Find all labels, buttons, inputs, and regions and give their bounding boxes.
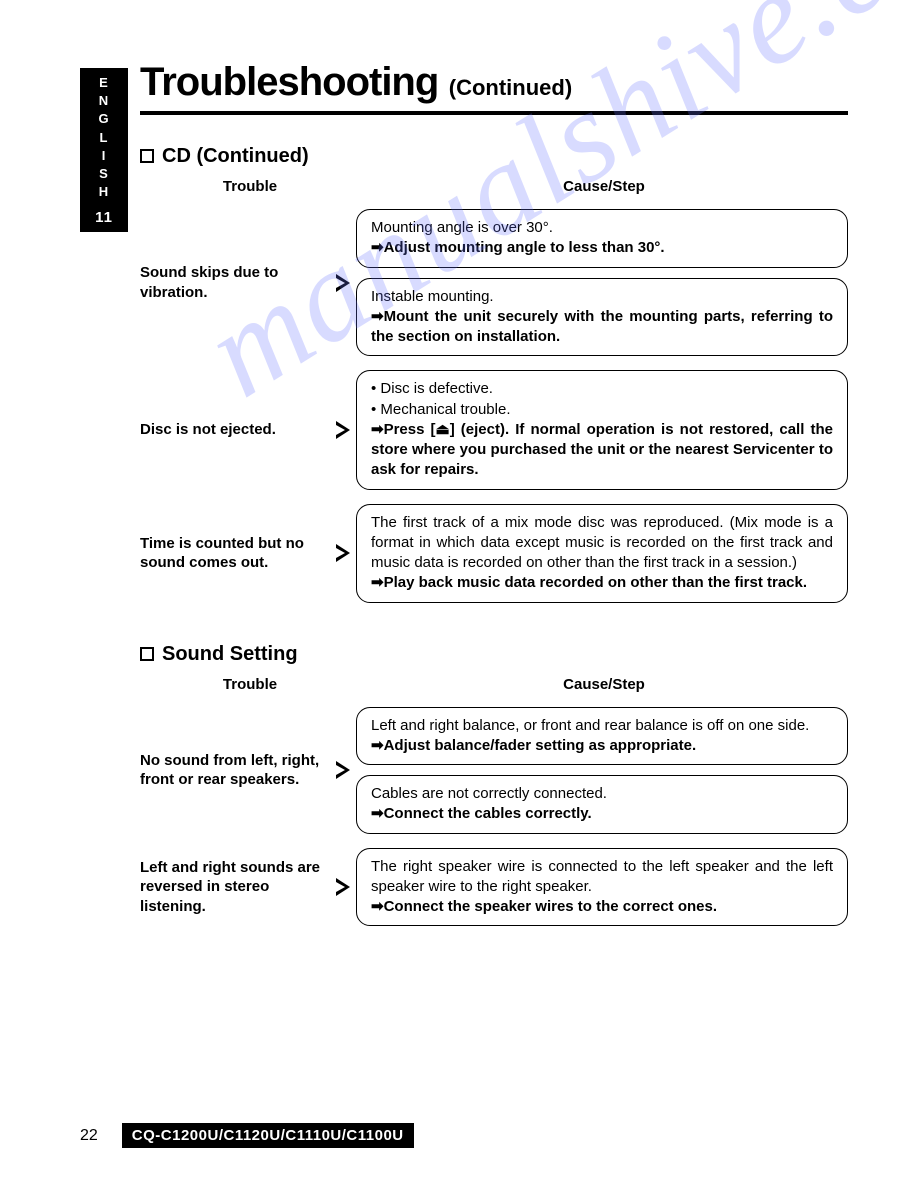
cause-text: Cables are not correctly connected. (371, 784, 833, 804)
section-heading-cd: CD (Continued) (140, 145, 848, 168)
step-text: ➡Connect the cables correctly. (371, 804, 833, 824)
trouble-text: Disc is not ejected. (140, 420, 330, 440)
cause-box: Left and right balance, or front and rea… (356, 707, 848, 766)
cause-column: Left and right balance, or front and rea… (356, 707, 848, 834)
column-headers: Trouble Cause/Step (140, 178, 848, 195)
header-cause: Cause/Step (360, 676, 848, 693)
page-title: Troubleshooting (140, 60, 438, 104)
page-subtitle: (Continued) (449, 75, 572, 100)
cause-box: Mounting angle is over 30°. ➡Adjust moun… (356, 209, 848, 268)
cause-box: Cables are not correctly connected. ➡Con… (356, 775, 848, 834)
step-text: ➡Adjust mounting angle to less than 30°. (371, 238, 833, 258)
cause-box: The first track of a mix mode disc was r… (356, 504, 848, 603)
arrow-icon (330, 542, 356, 564)
step-text: ➡Press [⏏] (eject). If normal operation … (371, 420, 833, 481)
cause-column: The first track of a mix mode disc was r… (356, 504, 848, 603)
page-footer: 22 CQ-C1200U/C1120U/C1110U/C1100U (80, 1123, 414, 1148)
cause-column: Mounting angle is over 30°. ➡Adjust moun… (356, 209, 848, 356)
header-trouble: Trouble (140, 178, 360, 195)
bullet-text: • Disc is defective. (371, 379, 833, 399)
cause-text: Left and right balance, or front and rea… (371, 716, 833, 736)
step-text: ➡Adjust balance/fader setting as appropr… (371, 736, 833, 756)
trouble-text: Time is counted but no sound comes out. (140, 534, 330, 573)
trouble-row: No sound from left, right, front or rear… (140, 707, 848, 834)
bullet-text: • Mechanical trouble. (371, 400, 833, 420)
trouble-row: Left and right sounds are reversed in st… (140, 848, 848, 927)
cause-column: The right speaker wire is connected to t… (356, 848, 848, 927)
page-number: 22 (80, 1127, 98, 1145)
trouble-row: Sound skips due to vibration. Mounting a… (140, 209, 848, 356)
header-cause: Cause/Step (360, 178, 848, 195)
trouble-text: Sound skips due to vibration. (140, 263, 330, 302)
trouble-text: No sound from left, right, front or rear… (140, 751, 330, 790)
step-text: ➡Play back music data recorded on other … (371, 573, 833, 593)
checkbox-icon (140, 647, 154, 661)
arrow-icon (330, 419, 356, 441)
step-text: ➡Connect the speaker wires to the correc… (371, 897, 833, 917)
cause-box: The right speaker wire is connected to t… (356, 848, 848, 927)
cause-text: The first track of a mix mode disc was r… (371, 513, 833, 574)
cause-text: Mounting angle is over 30°. (371, 218, 833, 238)
language-tab: ENGLISH 11 (80, 68, 128, 232)
arrow-icon (330, 759, 356, 781)
language-letters: ENGLISH (80, 74, 128, 201)
column-headers: Trouble Cause/Step (140, 676, 848, 693)
arrow-icon (330, 272, 356, 294)
trouble-row: Time is counted but no sound comes out. … (140, 504, 848, 603)
page-title-row: Troubleshooting (Continued) (140, 60, 848, 115)
cause-text: Instable mounting. (371, 287, 833, 307)
trouble-row: Disc is not ejected. • Disc is defective… (140, 370, 848, 489)
language-number: 11 (80, 207, 128, 228)
trouble-text: Left and right sounds are reversed in st… (140, 858, 330, 917)
section-heading-sound: Sound Setting (140, 643, 848, 666)
checkbox-icon (140, 149, 154, 163)
arrow-icon (330, 876, 356, 898)
header-trouble: Trouble (140, 676, 360, 693)
model-bar: CQ-C1200U/C1120U/C1110U/C1100U (122, 1123, 414, 1148)
cause-box: Instable mounting. ➡Mount the unit secur… (356, 278, 848, 357)
step-text: ➡Mount the unit securely with the mounti… (371, 307, 833, 348)
cause-text: The right speaker wire is connected to t… (371, 857, 833, 898)
cause-column: • Disc is defective. • Mechanical troubl… (356, 370, 848, 489)
cause-box: • Disc is defective. • Mechanical troubl… (356, 370, 848, 489)
